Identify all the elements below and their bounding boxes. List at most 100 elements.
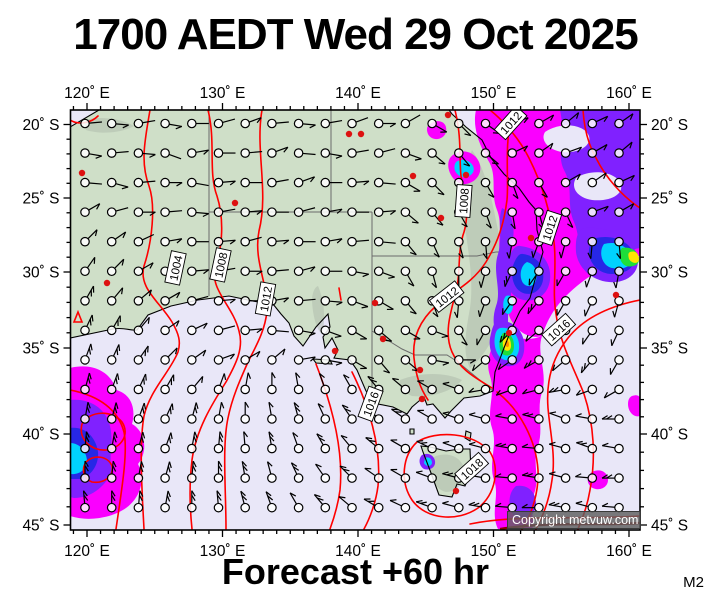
wind-barb-station-circle bbox=[347, 443, 357, 454]
wind-barb-stem bbox=[548, 504, 562, 508]
wind-barb bbox=[187, 295, 209, 306]
wind-barb-station-circle bbox=[320, 207, 331, 217]
wind-barb-stem bbox=[407, 244, 417, 256]
wind-barb-feather bbox=[116, 373, 120, 380]
wind-barb-feather bbox=[121, 186, 129, 190]
wind-barb bbox=[240, 236, 262, 247]
wind-barb bbox=[187, 402, 199, 424]
wind-barb bbox=[416, 440, 437, 454]
wind-barb-feather bbox=[630, 203, 635, 210]
wind-barb-feather bbox=[289, 492, 297, 497]
wind-barb-stem bbox=[501, 303, 511, 316]
isobar-line bbox=[412, 110, 513, 401]
wind-barb bbox=[400, 207, 419, 224]
wind-barb-station-circle bbox=[453, 325, 464, 336]
wind-barb-stem bbox=[432, 275, 438, 288]
wind-barb-feather bbox=[420, 501, 427, 504]
wind-barb bbox=[507, 177, 519, 200]
wind-barb-station-circle bbox=[480, 355, 491, 365]
wind-barb-stem bbox=[276, 239, 289, 242]
wind-barb-feather bbox=[310, 176, 316, 183]
wind-barb-stem bbox=[194, 349, 207, 358]
wind-barb-station-circle bbox=[427, 414, 437, 424]
wind-barb-stem bbox=[549, 412, 562, 419]
wind-barb-stem bbox=[329, 119, 343, 124]
isobar-line bbox=[489, 110, 595, 530]
wind-barb-feather bbox=[87, 402, 91, 409]
wind-barb bbox=[106, 287, 124, 306]
wind-barb-feather bbox=[576, 173, 581, 181]
wind-barb-station-circle bbox=[293, 473, 304, 483]
wind-barb-feather bbox=[606, 415, 613, 420]
wind-barb-stem bbox=[329, 208, 343, 213]
wind-barb-stem bbox=[222, 353, 235, 360]
wind-barb-feather bbox=[138, 494, 143, 502]
wind-barb-station-circle bbox=[507, 295, 517, 306]
wind-barb-station-circle bbox=[187, 325, 197, 336]
wind-barb-station-circle bbox=[80, 295, 90, 306]
wind-barb-station-circle bbox=[507, 473, 517, 483]
wind-barb bbox=[391, 408, 411, 424]
wind-barb-stem bbox=[576, 442, 589, 448]
wind-barb-station-circle bbox=[106, 118, 117, 129]
wind-barb bbox=[213, 325, 236, 336]
wind-barb-feather bbox=[577, 146, 583, 153]
wind-barb-stem bbox=[216, 490, 219, 504]
wind-barb-station-circle bbox=[400, 295, 411, 306]
wind-barb-feather bbox=[575, 389, 581, 396]
wind-barb-stem bbox=[508, 245, 513, 259]
wind-barb bbox=[347, 117, 369, 129]
wind-barb-feather bbox=[166, 495, 171, 502]
wind-barb-stem bbox=[382, 272, 395, 278]
wind-barb-stem bbox=[222, 298, 236, 302]
wind-barb-station-circle bbox=[320, 355, 331, 365]
wind-barb-station-circle bbox=[267, 502, 277, 513]
wind-barb-station-circle bbox=[560, 177, 571, 188]
wind-barb-stem bbox=[167, 347, 178, 358]
wind-barb-stem bbox=[168, 153, 182, 160]
wind-barb-stem bbox=[523, 361, 536, 369]
wind-barb-station-circle bbox=[320, 236, 331, 247]
wind-barb bbox=[133, 148, 156, 158]
wind-barb-station-circle bbox=[614, 177, 624, 188]
wind-barb-stem bbox=[88, 203, 101, 211]
wind-barb bbox=[373, 177, 396, 188]
wind-barb-feather bbox=[367, 375, 375, 380]
wind-barb-station-circle bbox=[267, 236, 277, 247]
wind-barb-station-circle bbox=[187, 177, 197, 188]
wind-barb-feather bbox=[176, 292, 181, 299]
wind-barb bbox=[400, 114, 421, 129]
wind-barb-station-circle bbox=[480, 266, 491, 277]
wind-barb-station-circle bbox=[400, 502, 411, 513]
wind-barb bbox=[453, 236, 464, 259]
wind-barb-feather bbox=[495, 413, 502, 417]
lon-label-bottom: 150˚ E bbox=[471, 543, 517, 560]
wind-barb-station-circle bbox=[587, 118, 598, 129]
wind-barb-stem bbox=[329, 238, 343, 242]
wind-barb-feather bbox=[118, 344, 121, 352]
wind-barb-station-circle bbox=[160, 295, 170, 306]
wind-barb-stem bbox=[265, 491, 272, 504]
wind-barb-station-circle bbox=[80, 414, 90, 424]
wind-barb-feather bbox=[203, 269, 210, 275]
wind-barb-stem bbox=[222, 180, 236, 183]
wind-barb-feather bbox=[310, 266, 316, 272]
wind-barb bbox=[213, 402, 225, 424]
wind-barb-station-circle bbox=[453, 118, 464, 129]
wind-barb-feather bbox=[115, 377, 118, 385]
wind-barb-feather bbox=[318, 437, 326, 442]
wind-barb-feather bbox=[495, 502, 502, 507]
wind-barb bbox=[320, 207, 343, 217]
wind-barb bbox=[373, 118, 397, 129]
wind-barb-station-circle bbox=[373, 118, 384, 129]
wind-barb-stem bbox=[141, 262, 154, 270]
wind-barb bbox=[293, 355, 316, 365]
wind-barb-station-circle bbox=[267, 325, 277, 336]
wind-barb-station-circle bbox=[133, 384, 144, 395]
wind-barb-stem bbox=[513, 186, 519, 199]
wind-barb-station-circle bbox=[320, 384, 331, 395]
wind-barb bbox=[480, 236, 491, 259]
wind-barb-station-circle bbox=[427, 384, 437, 395]
wind-barb-station-circle bbox=[560, 473, 571, 483]
wind-barb-station-circle bbox=[480, 443, 491, 454]
